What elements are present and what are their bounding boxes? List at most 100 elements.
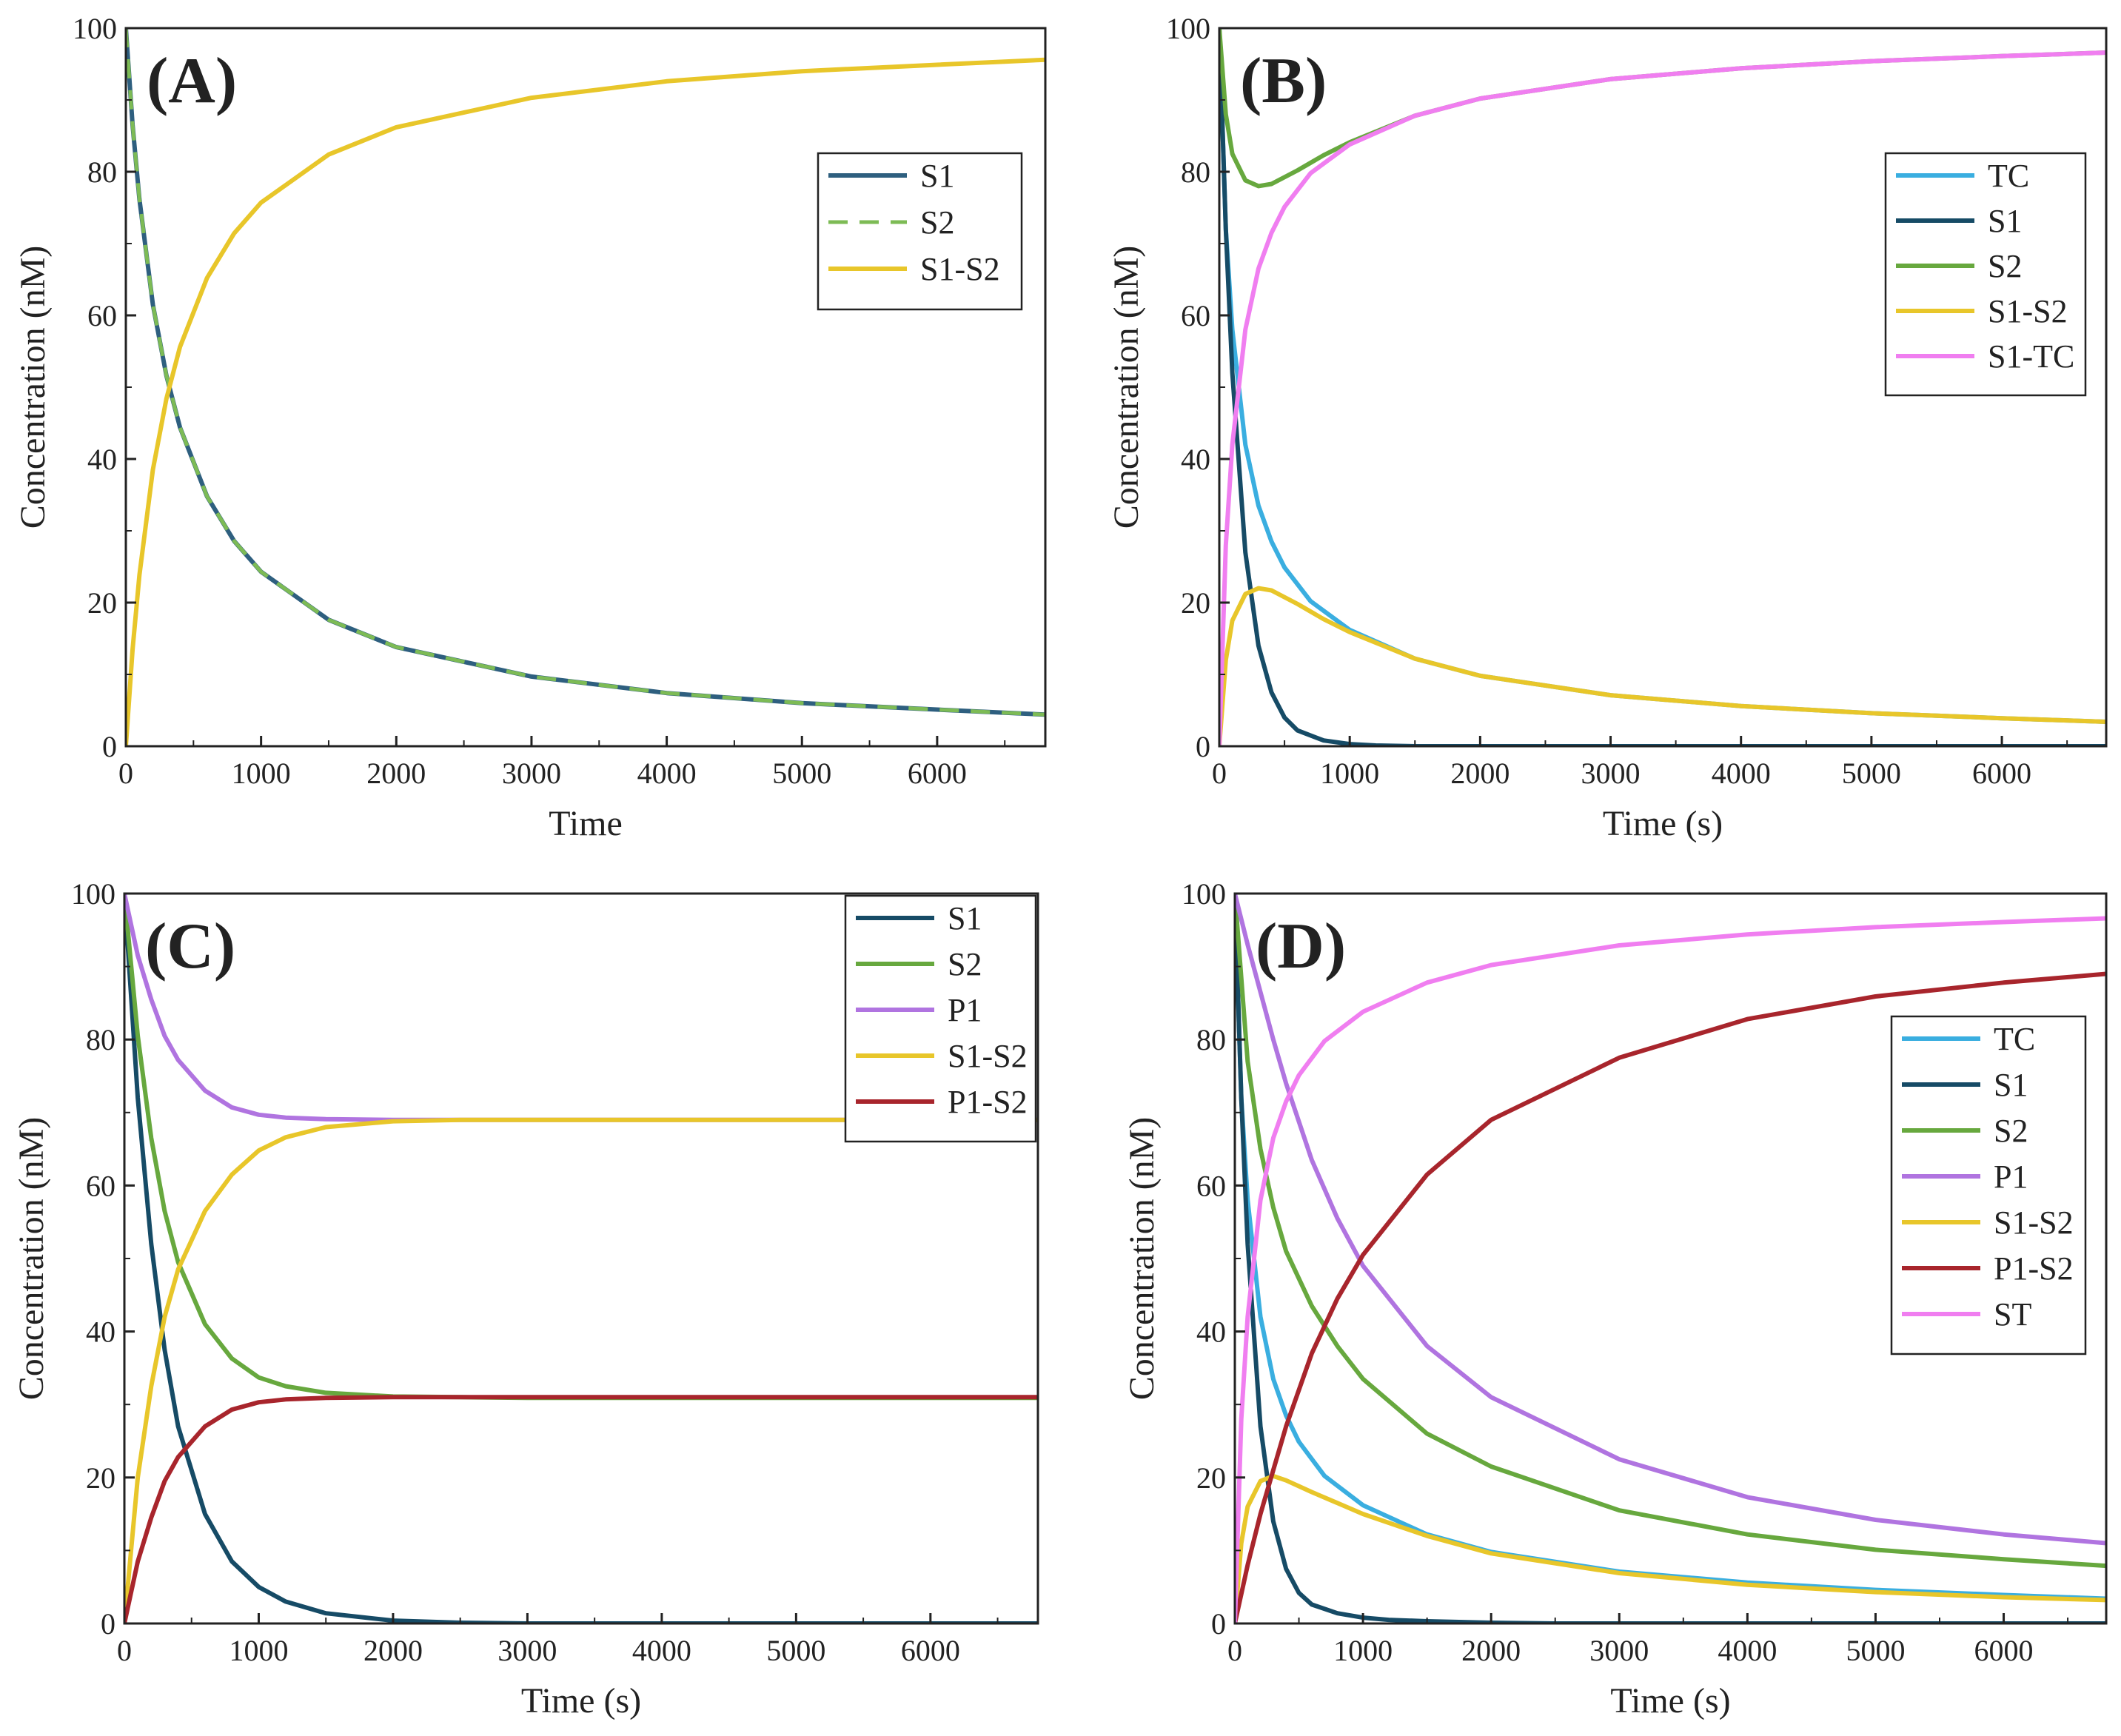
y-tick-label: 80 [87, 155, 117, 189]
x-tick-label: 2000 [1461, 1634, 1521, 1667]
x-tick-label: 0 [117, 1634, 132, 1667]
series-line-s1-s2 [1219, 586, 2106, 746]
y-tick-label: 80 [86, 1023, 115, 1056]
x-tick-label: 1000 [229, 1634, 288, 1667]
series-line-s1-s2 [1235, 1473, 2106, 1623]
panel-a: 0 1000 2000 3000 4000 5000 6000 0 20 40 60 80 100 Tim… [13, 12, 1047, 843]
y-tick-label: 60 [1196, 1169, 1226, 1202]
y-tick-label: 0 [1196, 730, 1210, 763]
series-line-p1 [1235, 894, 2106, 1546]
x-tick-label: 6000 [901, 1634, 960, 1667]
y-tick-label: 20 [86, 1461, 115, 1495]
y-tick-label: 20 [87, 586, 117, 620]
y-tick-label: 40 [1196, 1316, 1226, 1349]
legend-label-s1-s2: S1-S2 [1988, 293, 2068, 329]
x-axis-label: Time (s) [1610, 1681, 1730, 1720]
y-tick-label: 60 [87, 299, 117, 332]
legend-box [817, 152, 1023, 311]
y-tick-label: 100 [1182, 877, 1226, 911]
y-tick-label: 40 [86, 1316, 115, 1349]
legend-label-s1-tc: S1-TC [1988, 338, 2074, 375]
series-line-s1-s2 [124, 1117, 1038, 1623]
x-tick-label: 5000 [766, 1634, 825, 1667]
series-group [1219, 28, 2106, 746]
panel-b: 0 1000 2000 3000 4000 5000 6000 0 20 40 60 80 100 Tim… [1107, 12, 2108, 843]
x-tick-label: 1000 [232, 757, 291, 790]
legend-box [1890, 1015, 2087, 1355]
series-line-p1-s2 [1235, 971, 2106, 1623]
legend-label-s2: S2 [1994, 1113, 2028, 1149]
x-tick-label: 3000 [1581, 757, 1641, 790]
y-tick-label: 20 [1196, 1461, 1226, 1495]
legend-label-tc: TC [1988, 158, 2029, 194]
legend-label-p1: P1 [948, 992, 982, 1028]
series-line-st [1235, 916, 2106, 1623]
x-tick-label: 3000 [1589, 1634, 1649, 1667]
legend-label-tc: TC [1994, 1021, 2035, 1057]
x-tick-label: 3000 [502, 757, 561, 790]
x-tick-label: 2000 [363, 1634, 423, 1667]
x-tick-label: 6000 [908, 757, 967, 790]
legend-label-s2: S2 [948, 946, 982, 982]
legend: TC S1 S2 S1-S2 S1-TC [1884, 152, 2087, 397]
panel-d: 0 1000 2000 3000 4000 5000 6000 0 20 40 60 80 100 Tim… [1122, 877, 2108, 1720]
legend-label-s1: S1 [1994, 1067, 2028, 1103]
legend: TC S1 S2 P1 S1-S2 P1-S2 ST [1890, 1015, 2087, 1355]
x-tick-label: 5000 [772, 757, 831, 790]
panel-letter: (C) [145, 911, 235, 982]
y-tick-label: 60 [86, 1169, 115, 1202]
x-tick-label: 0 [1227, 1634, 1242, 1667]
x-axis-label: Time [549, 804, 623, 843]
series-line-p1-s2 [124, 1395, 1038, 1623]
legend-label-s2: S2 [920, 204, 954, 241]
y-tick-label: 100 [73, 12, 117, 45]
x-tick-label: 3000 [497, 1634, 557, 1667]
legend-label-s2: S2 [1988, 248, 2022, 284]
y-tick-label: 40 [1181, 443, 1210, 476]
x-tick-label: 1000 [1333, 1634, 1393, 1667]
x-tick-label: 4000 [1712, 757, 1771, 790]
x-tick-label: 0 [1212, 757, 1227, 790]
y-tick-label: 80 [1196, 1023, 1226, 1056]
y-tick-label: 0 [102, 730, 117, 763]
y-tick-label: 20 [1181, 586, 1210, 620]
x-tick-label: 2000 [1450, 757, 1510, 790]
legend-label-s1: S1 [1988, 203, 2022, 239]
x-axis-label: Time (s) [1603, 804, 1723, 843]
series-line-s1-s2 [126, 57, 1045, 746]
x-tick-label: 6000 [1972, 757, 2031, 790]
y-tick-label: 100 [71, 877, 115, 911]
y-axis-label: Concentration (nM) [1107, 246, 1146, 529]
y-tick-label: 0 [101, 1607, 115, 1641]
legend: S1 S2 S1-S2 [817, 152, 1023, 311]
x-tick-label: 5000 [1842, 757, 1901, 790]
x-tick-label: 2000 [366, 757, 426, 790]
x-tick-label: 4000 [637, 757, 697, 790]
plot-frame [124, 27, 1047, 748]
series-line-s1 [126, 28, 1045, 717]
y-axis-label: Concentration (nM) [12, 1117, 51, 1401]
legend: S1 S2 P1 S1-S2 P1-S2 [844, 894, 1037, 1143]
legend-label-st: ST [1994, 1296, 2031, 1333]
x-tick-label: 6000 [1974, 1634, 2034, 1667]
legend-label-p1-s2: P1-S2 [948, 1084, 1028, 1120]
legend-label-s1: S1 [920, 158, 954, 194]
y-tick-label: 40 [87, 443, 117, 476]
series-group [126, 28, 1045, 746]
x-tick-label: 1000 [1320, 757, 1379, 790]
panel-letter: (A) [147, 45, 237, 117]
y-axis-label: Concentration (nM) [13, 246, 53, 529]
x-tick-label: 0 [118, 757, 133, 790]
legend-label-s1: S1 [948, 900, 982, 936]
legend-label-s1-s2: S1-S2 [948, 1038, 1028, 1074]
legend-label-s1-s2: S1-S2 [920, 251, 1000, 287]
legend-label-p1-s2: P1-S2 [1994, 1250, 2074, 1287]
panel-c: 0 1000 2000 3000 4000 5000 6000 0 20 40 60 80 100 Tim… [12, 877, 1039, 1720]
series-line-s1 [1235, 894, 2106, 1623]
panel-letter: (B) [1240, 45, 1327, 117]
y-tick-label: 80 [1181, 155, 1210, 189]
x-axis-label: Time (s) [521, 1681, 641, 1720]
y-tick-label: 0 [1211, 1607, 1226, 1641]
x-tick-label: 4000 [632, 1634, 691, 1667]
